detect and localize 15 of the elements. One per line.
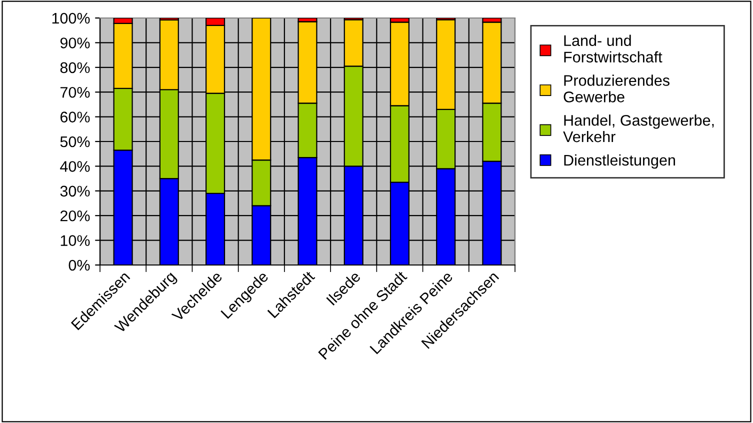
y-tick-label: 40% xyxy=(60,161,90,172)
y-tick-label: 0% xyxy=(68,260,90,271)
y-tick-label: 80% xyxy=(60,62,90,74)
y-tick-label: 10% xyxy=(60,235,90,246)
legend-label: Dienstleistungen xyxy=(564,154,675,169)
y-tick-label: 20% xyxy=(60,210,90,222)
y-tick-label: 90% xyxy=(60,38,90,48)
y-tick-label: 70% xyxy=(60,86,90,98)
y-tick-label: 100% xyxy=(52,12,90,24)
legend-label: Produzierendes Gewerbe xyxy=(564,74,670,102)
legend-label: Land- und Forstwirtschaft xyxy=(564,34,662,62)
y-tick-label: 30% xyxy=(60,186,90,197)
legend-label: Handel, Gastgewerbe, Verkehr xyxy=(563,114,714,142)
y-tick-label: 50% xyxy=(60,136,90,148)
y-tick-label: 60% xyxy=(60,112,90,122)
